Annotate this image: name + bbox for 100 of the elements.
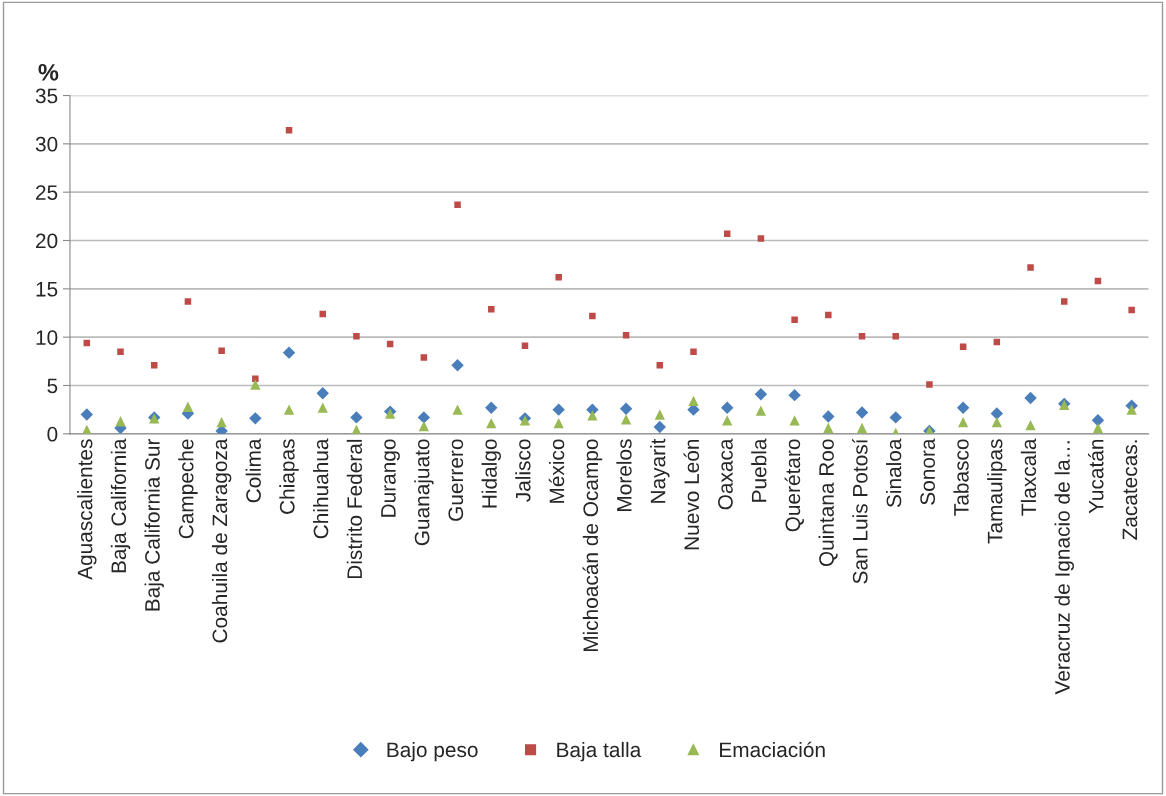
point (822, 410, 835, 423)
point (252, 375, 259, 382)
x-tick-label: Guerrero (448, 439, 464, 521)
point (80, 408, 94, 421)
point (249, 412, 262, 425)
x-tick-label: Tabasco (953, 439, 969, 516)
point (688, 395, 699, 407)
point (723, 230, 731, 237)
point (182, 401, 194, 412)
point (990, 407, 1004, 420)
x-tick-label: Veracruz de Ignacio de la… (1054, 441, 1074, 695)
point (218, 347, 225, 354)
point (589, 312, 596, 320)
point (353, 332, 360, 340)
point (1126, 404, 1137, 415)
x-tick-label: Puebla (751, 438, 767, 502)
point (788, 388, 801, 402)
point (991, 417, 1002, 428)
point (216, 417, 227, 428)
point (319, 310, 326, 318)
point (115, 416, 126, 427)
x-tick-label: Aguascalientes (77, 439, 97, 580)
point (619, 402, 633, 415)
point (690, 348, 697, 355)
point (1128, 306, 1135, 314)
point (889, 411, 902, 424)
point (957, 417, 969, 428)
x-tick-label: Coahuila de Zaragoza (211, 438, 232, 643)
point (285, 127, 293, 134)
point (855, 406, 869, 419)
point (1060, 298, 1068, 305)
point (825, 311, 832, 319)
legend-label: Emaciación (720, 741, 825, 758)
point (420, 354, 428, 361)
y-tick-label: 25 (36, 185, 58, 200)
point (653, 420, 666, 434)
x-tick-label: Baja California Sur (144, 438, 164, 611)
point (417, 411, 431, 424)
y-tick-label: 35 (35, 88, 58, 104)
point (454, 201, 461, 208)
point (350, 411, 363, 424)
x-tick-label: San Luis Potosí (852, 438, 868, 584)
x-tick-label: Morelos (616, 439, 632, 511)
y-tick-label: 5 (47, 378, 58, 394)
x-tick-label: Hidalgo (481, 439, 501, 508)
x-tick-label: Jalisco (515, 439, 531, 502)
y-tick-label: 20 (36, 233, 58, 249)
x-tick-label: Chiapas (279, 439, 299, 514)
point (791, 316, 798, 324)
point (620, 414, 632, 425)
point (418, 420, 430, 432)
x-tick-label: Tamaulipas (987, 439, 1007, 544)
x-tick-label: Guanajuato (414, 439, 434, 546)
y-tick-label: 15 (36, 282, 58, 297)
point (316, 387, 329, 400)
point (1092, 422, 1104, 434)
point (485, 401, 498, 414)
x-tick-label: Sonora (920, 438, 936, 505)
x-tick-label: Quintana Roo (818, 439, 838, 567)
x-tick-label: Michoacán de Ocampo (582, 439, 603, 652)
point (283, 404, 295, 415)
x-tick-label: Nayarit (650, 438, 670, 503)
point (555, 273, 562, 281)
point (956, 401, 970, 414)
point (856, 422, 868, 434)
point (926, 381, 933, 388)
point (654, 409, 665, 420)
point (587, 410, 598, 421)
x-tick-label: Colima (245, 438, 261, 503)
x-tick-label: México (548, 439, 565, 503)
x-tick-label: Sinaloa (886, 438, 902, 508)
legend-label: Bajo peso (387, 741, 478, 762)
y-tick-label: 30 (35, 136, 58, 152)
point (755, 405, 767, 416)
point (1025, 419, 1036, 431)
point (250, 379, 261, 390)
x-tick-label: Oaxaca (718, 438, 733, 510)
point (317, 402, 328, 413)
x-tick-label: Baja California (110, 438, 131, 573)
point (754, 387, 768, 401)
point (1024, 391, 1037, 405)
point (452, 404, 463, 415)
y-tick-label: 0 (47, 426, 58, 442)
x-tick-label: Campeche (178, 439, 198, 539)
legend-label: Baja talla (557, 741, 642, 762)
point (823, 422, 834, 434)
x-tick-label: Querétaro (784, 439, 804, 532)
point (789, 415, 800, 426)
x-tick-label: Durango (381, 439, 400, 517)
point (282, 346, 296, 359)
x-tick-label: Nuevo León (683, 439, 700, 550)
x-tick-label: Yucatán (1088, 439, 1104, 514)
point (720, 401, 734, 414)
x-tick-label: Distrito Federal (346, 439, 363, 579)
y-tick-label: 10 (36, 330, 58, 345)
point (184, 298, 192, 305)
point (488, 305, 495, 313)
point (552, 403, 565, 416)
x-tick-label: Zacatecas. (1122, 440, 1138, 540)
point (892, 332, 899, 340)
